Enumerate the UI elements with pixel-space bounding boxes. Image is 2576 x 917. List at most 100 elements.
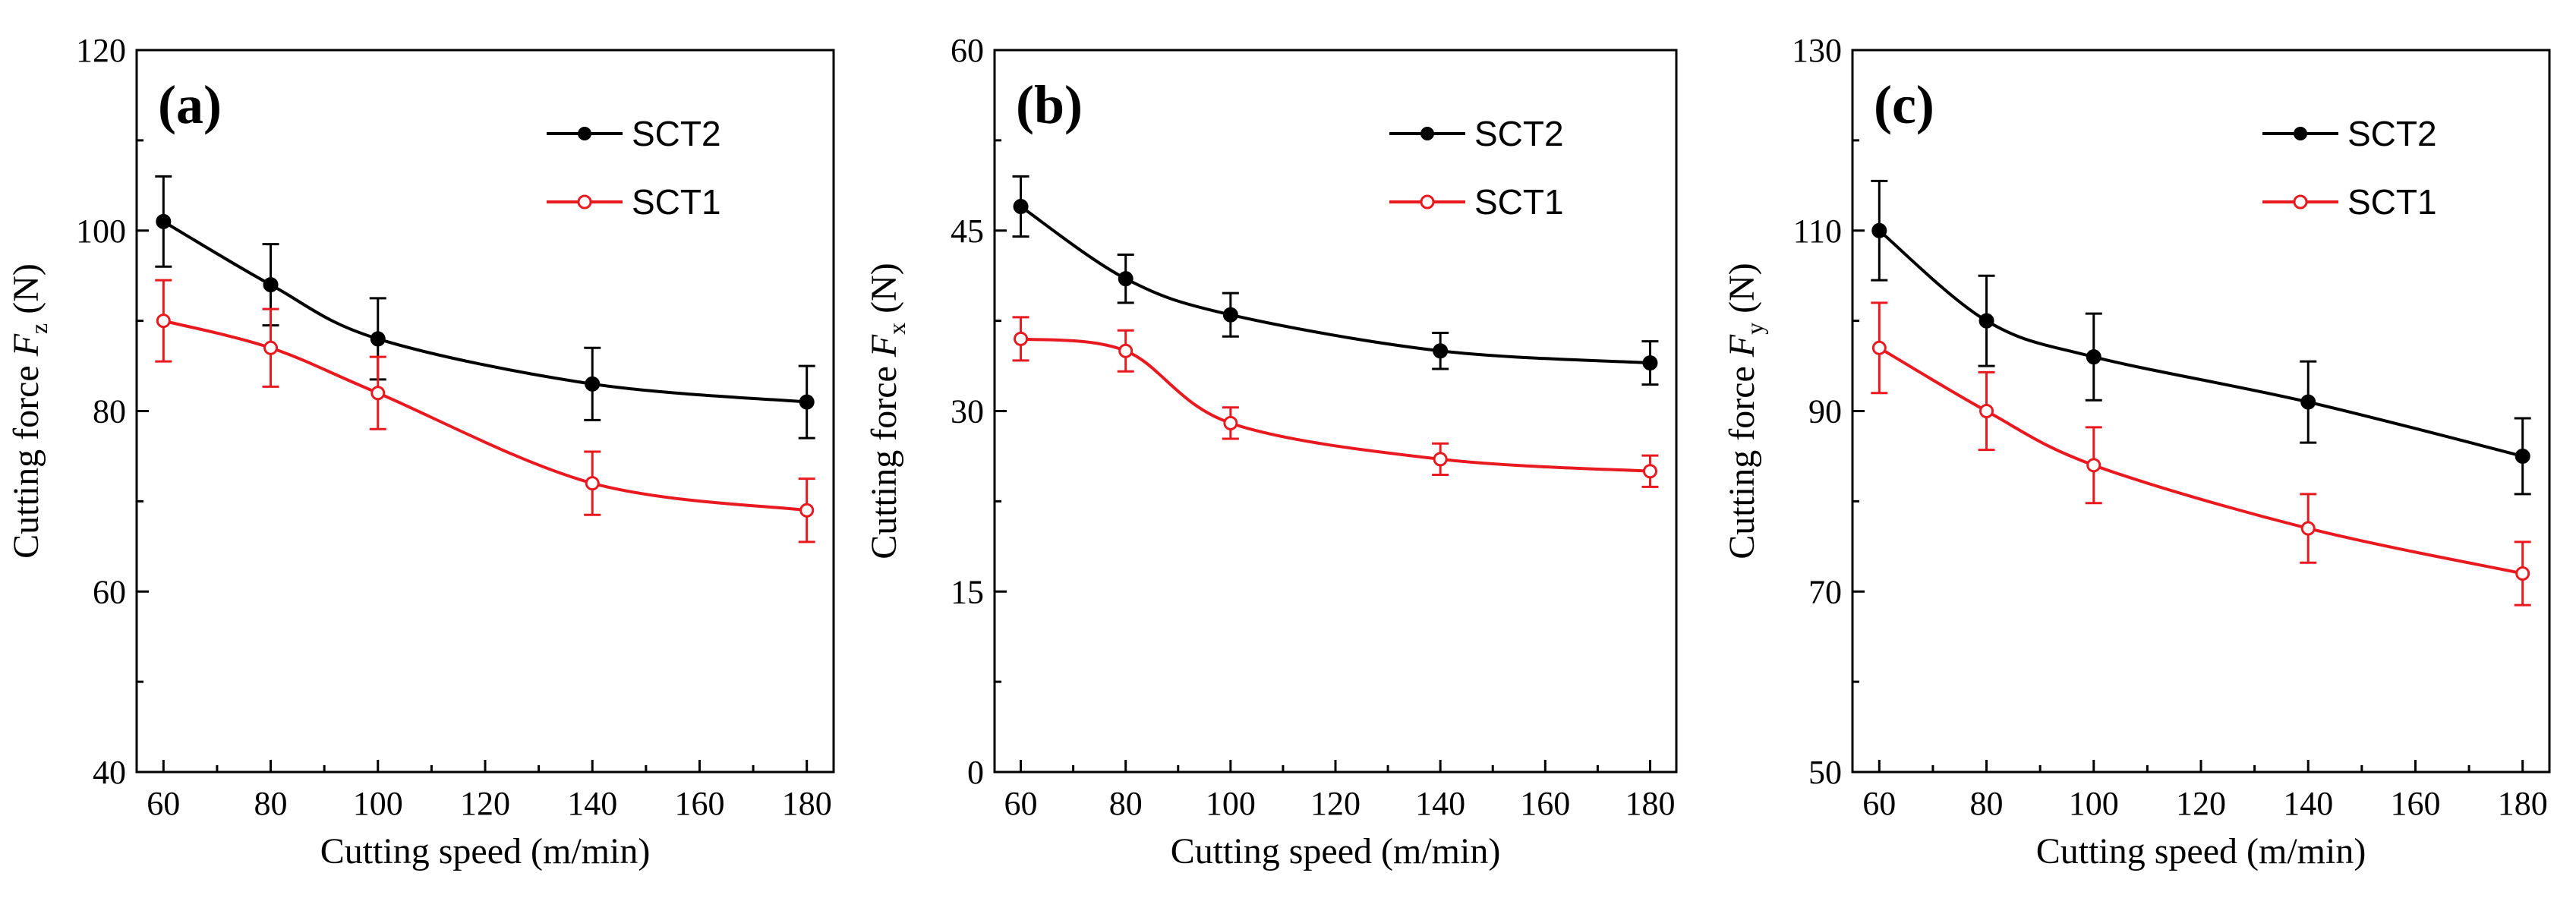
data-point <box>1222 307 1238 323</box>
data-point <box>1118 343 1134 358</box>
plot-frame <box>1851 49 2551 774</box>
chart-panel-2: 0 15 30 45 60 60 80 100 120 140 160 180 Cutting spee… <box>864 32 1678 871</box>
x-tick-label: 80 <box>1970 785 2004 822</box>
series-line <box>1878 229 2524 458</box>
x-tick-label: 60 <box>1004 785 1038 822</box>
legend-entry-sct1: SCT1 <box>2262 182 2437 222</box>
data-point <box>585 476 600 491</box>
y-tick-label: 90 <box>1808 393 1842 430</box>
legend-label: SCT1 <box>632 182 721 222</box>
y-tick-label: 45 <box>951 213 984 250</box>
x-tick-label: 80 <box>1109 785 1143 822</box>
series-line <box>1020 205 1651 365</box>
data-point <box>1642 464 1657 479</box>
data-point <box>370 331 386 347</box>
data-point <box>2086 458 2101 473</box>
data-point <box>1433 343 1449 359</box>
y-tick-label: 110 <box>1793 213 1842 250</box>
x-tick-label: 140 <box>567 785 617 822</box>
x-tick-label: 160 <box>1520 785 1570 822</box>
data-point <box>2515 566 2530 581</box>
x-tick-label: 140 <box>1415 785 1465 822</box>
x-tick-label: 60 <box>147 785 180 822</box>
legend-marker <box>2293 194 2308 210</box>
y-tick-label: 60 <box>93 573 126 610</box>
chart-panel-1: 40 60 80 100 120 60 80 100 120 140 160 180 Cutting s… <box>6 32 835 871</box>
chart-panel-3: 50 70 90 110 130 60 80 100 120 140 160 180 Cutting s… <box>1722 32 2551 871</box>
data-point <box>263 277 279 293</box>
series-line <box>162 220 807 404</box>
x-tick-label: 100 <box>353 785 403 822</box>
series-sct1 <box>155 279 815 544</box>
y-tick-label: 30 <box>951 393 984 430</box>
y-tick-label: 130 <box>1792 32 1842 69</box>
data-point <box>1118 271 1134 287</box>
legend-marker <box>578 127 591 140</box>
x-axis-title: Cutting speed (m/min) <box>2036 831 2366 871</box>
legend-label: SCT1 <box>1474 182 1564 222</box>
data-point <box>263 340 279 355</box>
data-point <box>2515 448 2530 464</box>
y-tick-label: 100 <box>76 213 126 250</box>
data-point <box>1433 452 1448 467</box>
x-axis-title: Cutting speed (m/min) <box>320 831 651 871</box>
x-tick-label: 140 <box>2283 785 2333 822</box>
data-point <box>2300 521 2316 536</box>
x-axis-title: Cutting speed (m/min) <box>1171 831 1501 871</box>
x-tick-label: 100 <box>1206 785 1256 822</box>
legend-label: SCT1 <box>2347 182 2437 222</box>
legend-label: SCT2 <box>632 114 721 153</box>
legend-marker <box>1420 127 1434 140</box>
plot-frame <box>135 49 835 774</box>
series-line <box>162 319 807 512</box>
y-tick-label: 40 <box>93 754 126 791</box>
series-sct1 <box>1871 301 2531 607</box>
y-tick-label: 60 <box>951 32 984 69</box>
data-point <box>585 376 601 392</box>
legend-entry-sct2: SCT2 <box>2262 114 2437 153</box>
x-tick-label: 100 <box>2069 785 2119 822</box>
x-tick-label: 80 <box>254 785 288 822</box>
y-axis-title: Cutting force Fz (N) <box>6 263 52 559</box>
y-tick-label: 50 <box>1808 754 1842 791</box>
data-point <box>1013 199 1029 215</box>
data-point <box>1979 313 1994 329</box>
series-sct2 <box>155 175 815 440</box>
x-tick-label: 120 <box>460 785 510 822</box>
data-point <box>1642 355 1658 371</box>
plot-frame <box>993 49 1678 774</box>
legend-label: SCT2 <box>2347 114 2437 153</box>
panel-label: (b) <box>1016 74 1083 135</box>
data-point <box>1014 331 1029 346</box>
data-point <box>799 503 815 518</box>
data-point <box>2086 349 2101 365</box>
y-tick-label: 15 <box>951 573 984 610</box>
x-tick-label: 180 <box>1625 785 1675 822</box>
data-point <box>1223 415 1238 430</box>
legend-entry-sct1: SCT1 <box>1389 182 1564 222</box>
data-point <box>1979 404 1994 418</box>
series-sct2 <box>1871 179 2531 496</box>
legend-entry-sct2: SCT2 <box>1389 114 1564 153</box>
y-axis-title: Cutting force Fy (N) <box>1722 263 1768 559</box>
data-point <box>1871 222 1887 238</box>
y-tick-label: 70 <box>1808 573 1842 610</box>
legend-marker <box>2294 127 2307 140</box>
x-tick-label: 120 <box>2176 785 2226 822</box>
panel-label: (c) <box>1874 74 1934 135</box>
legend-marker <box>1420 194 1435 210</box>
x-tick-label: 180 <box>2498 785 2548 822</box>
x-tick-label: 120 <box>1310 785 1361 822</box>
x-tick-label: 160 <box>674 785 724 822</box>
data-point <box>156 314 171 329</box>
y-tick-label: 0 <box>967 754 984 791</box>
series-sct1 <box>1012 316 1659 488</box>
data-point <box>370 386 386 401</box>
data-point <box>1871 340 1887 355</box>
series-line <box>1878 346 2524 575</box>
data-point <box>2300 394 2316 410</box>
x-tick-label: 180 <box>782 785 832 822</box>
x-tick-label: 160 <box>2390 785 2440 822</box>
data-point <box>799 394 815 410</box>
